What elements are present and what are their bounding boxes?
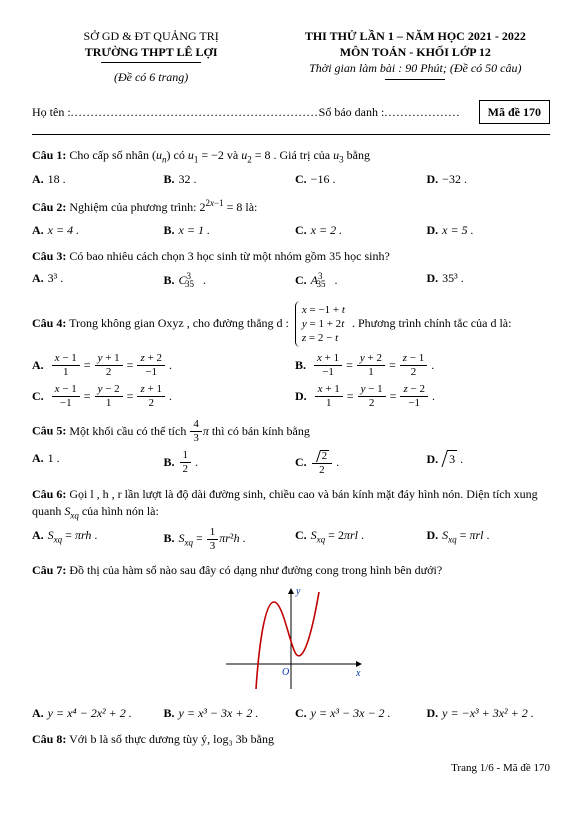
q4-opt-d: x + 11 = y − 12 = z − 2−1 .	[314, 389, 435, 403]
svg-text:x: x	[355, 668, 361, 679]
question-5: Câu 5: Một khối cầu có thể tích 43π thì …	[32, 419, 550, 476]
q4-num: Câu 4:	[32, 316, 66, 330]
info-row: Họ tên : ...............................…	[32, 100, 550, 124]
svg-text:O: O	[282, 667, 289, 678]
q4-opt-c: x − 1−1 = y − 21 = z + 12 .	[51, 389, 172, 403]
q7-opt-c: y = x³ − 3x − 2 .	[311, 706, 391, 720]
q8-num: Câu 8:	[32, 732, 66, 746]
page-footer: Trang 1/6 - Mã đề 170	[32, 761, 550, 776]
header-right: THI THỬ LẦN 1 – NĂM HỌC 2021 - 2022 MÔN …	[281, 28, 550, 86]
q4-text: Trong không gian Oxyz , cho đường thẳng …	[69, 316, 511, 330]
q2-opt-b: x = 1 .	[179, 223, 210, 237]
q3-opt-d: 35³ .	[442, 271, 464, 285]
name-label: Họ tên :	[32, 104, 71, 120]
q5-text: Một khối cầu có thể tích 43π thì có bán …	[69, 424, 309, 438]
question-6: Câu 6: Gọi l , h , r lần lượt là độ dài …	[32, 486, 550, 552]
q2-opt-a: x = 4 .	[48, 223, 79, 237]
q7-num: Câu 7:	[32, 563, 66, 577]
q7-opt-a: y = x⁴ − 2x² + 2 .	[48, 706, 132, 720]
q5-opt-d: 3 .	[442, 452, 463, 466]
school-name: TRƯỜNG THPT LÊ LỢI	[32, 44, 270, 60]
header: SỞ GD & ĐT QUẢNG TRỊ TRƯỜNG THPT LÊ LỢI …	[32, 28, 550, 86]
q7-graph: x y O	[32, 584, 550, 698]
q1-opt-a: 18 .	[48, 172, 66, 186]
q6-opt-b: Sxq = 13πr²h .	[179, 531, 246, 545]
q2-num: Câu 2:	[32, 200, 66, 214]
exam-time: Thời gian làm bài : 90 Phút; (Đề có 50 c…	[281, 60, 550, 76]
q7-opt-d: y = −x³ + 3x² + 2 .	[442, 706, 534, 720]
q8-text: Với b là số thực dương tùy ý, log₃ 3b bằ…	[69, 732, 274, 746]
q5-num: Câu 5:	[32, 424, 66, 438]
q3-opt-a: 3³ .	[48, 271, 64, 285]
q3-text: Có bao nhiêu cách chọn 3 học sinh từ một…	[69, 249, 389, 263]
q6-text: Gọi l , h , r lần lượt là độ dài đường s…	[32, 487, 538, 517]
q4-opt-a: x − 11 = y + 12 = z + 2−1 .	[51, 358, 172, 372]
q5-opt-c: 22 .	[311, 455, 340, 469]
q2-opt-c: x = 2 .	[311, 223, 342, 237]
q5-opt-b: 12 .	[179, 455, 199, 469]
q3-opt-b: C335 .	[179, 273, 207, 287]
question-8: Câu 8: Với b là số thực dương tùy ý, log…	[32, 731, 550, 747]
separator	[32, 134, 550, 135]
question-3: Câu 3: Có bao nhiêu cách chọn 3 học sinh…	[32, 248, 550, 291]
header-left: SỞ GD & ĐT QUẢNG TRỊ TRƯỜNG THPT LÊ LỢI …	[32, 28, 270, 86]
q1-opt-c: −16 .	[311, 172, 336, 186]
q2-opt-d: x = 5 .	[442, 223, 473, 237]
sbd-dots: ...................	[384, 104, 460, 120]
question-2: Câu 2: Nghiệm của phương trình: 22x−1 = …	[32, 197, 550, 237]
q1-text: Cho cấp số nhân (un) có u1 = −2 và u2 = …	[69, 148, 370, 162]
ma-de-box: Mã đề 170	[479, 100, 550, 124]
q4-opt-b: x + 1−1 = y + 21 = z − 12 .	[313, 358, 434, 372]
q6-opt-a: Sxq = πrh .	[48, 528, 98, 542]
exam-title: THI THỬ LẦN 1 – NĂM HỌC 2021 - 2022	[281, 28, 550, 44]
q7-opt-b: y = x³ − 3x + 2 .	[179, 706, 259, 720]
question-7: Câu 7: Đồ thị của hàm số nào sau đây có …	[32, 562, 550, 721]
de-note: (Đề có 6 trang)	[32, 69, 270, 85]
q3-opt-c: A335 .	[311, 273, 338, 287]
question-1: Câu 1: Cho cấp số nhân (un) có u1 = −2 v…	[32, 147, 550, 188]
q1-opt-d: −32 .	[442, 172, 467, 186]
question-4: Câu 4: Trong không gian Oxyz , cho đường…	[32, 301, 550, 410]
exam-subject: MÔN TOÁN - KHỐI LỚP 12	[281, 44, 550, 60]
sbd-label: Số báo danh :	[319, 104, 385, 120]
q1-num: Câu 1:	[32, 148, 66, 162]
q6-num: Câu 6:	[32, 487, 66, 501]
svg-text:y: y	[295, 586, 301, 597]
q2-text: Nghiệm của phương trình: 22x−1 = 8 là:	[69, 200, 257, 214]
q1-opt-b: 32 .	[179, 172, 197, 186]
q3-num: Câu 3:	[32, 249, 66, 263]
dept-line: SỞ GD & ĐT QUẢNG TRỊ	[32, 28, 270, 44]
q7-text: Đồ thị của hàm số nào sau đây có dạng nh…	[69, 563, 442, 577]
q5-opt-a: 1 .	[48, 451, 60, 465]
q6-opt-c: Sxq = 2πrl .	[311, 528, 364, 542]
name-dots: ........................................…	[71, 104, 319, 120]
q6-opt-d: Sxq = πrl .	[442, 528, 489, 542]
